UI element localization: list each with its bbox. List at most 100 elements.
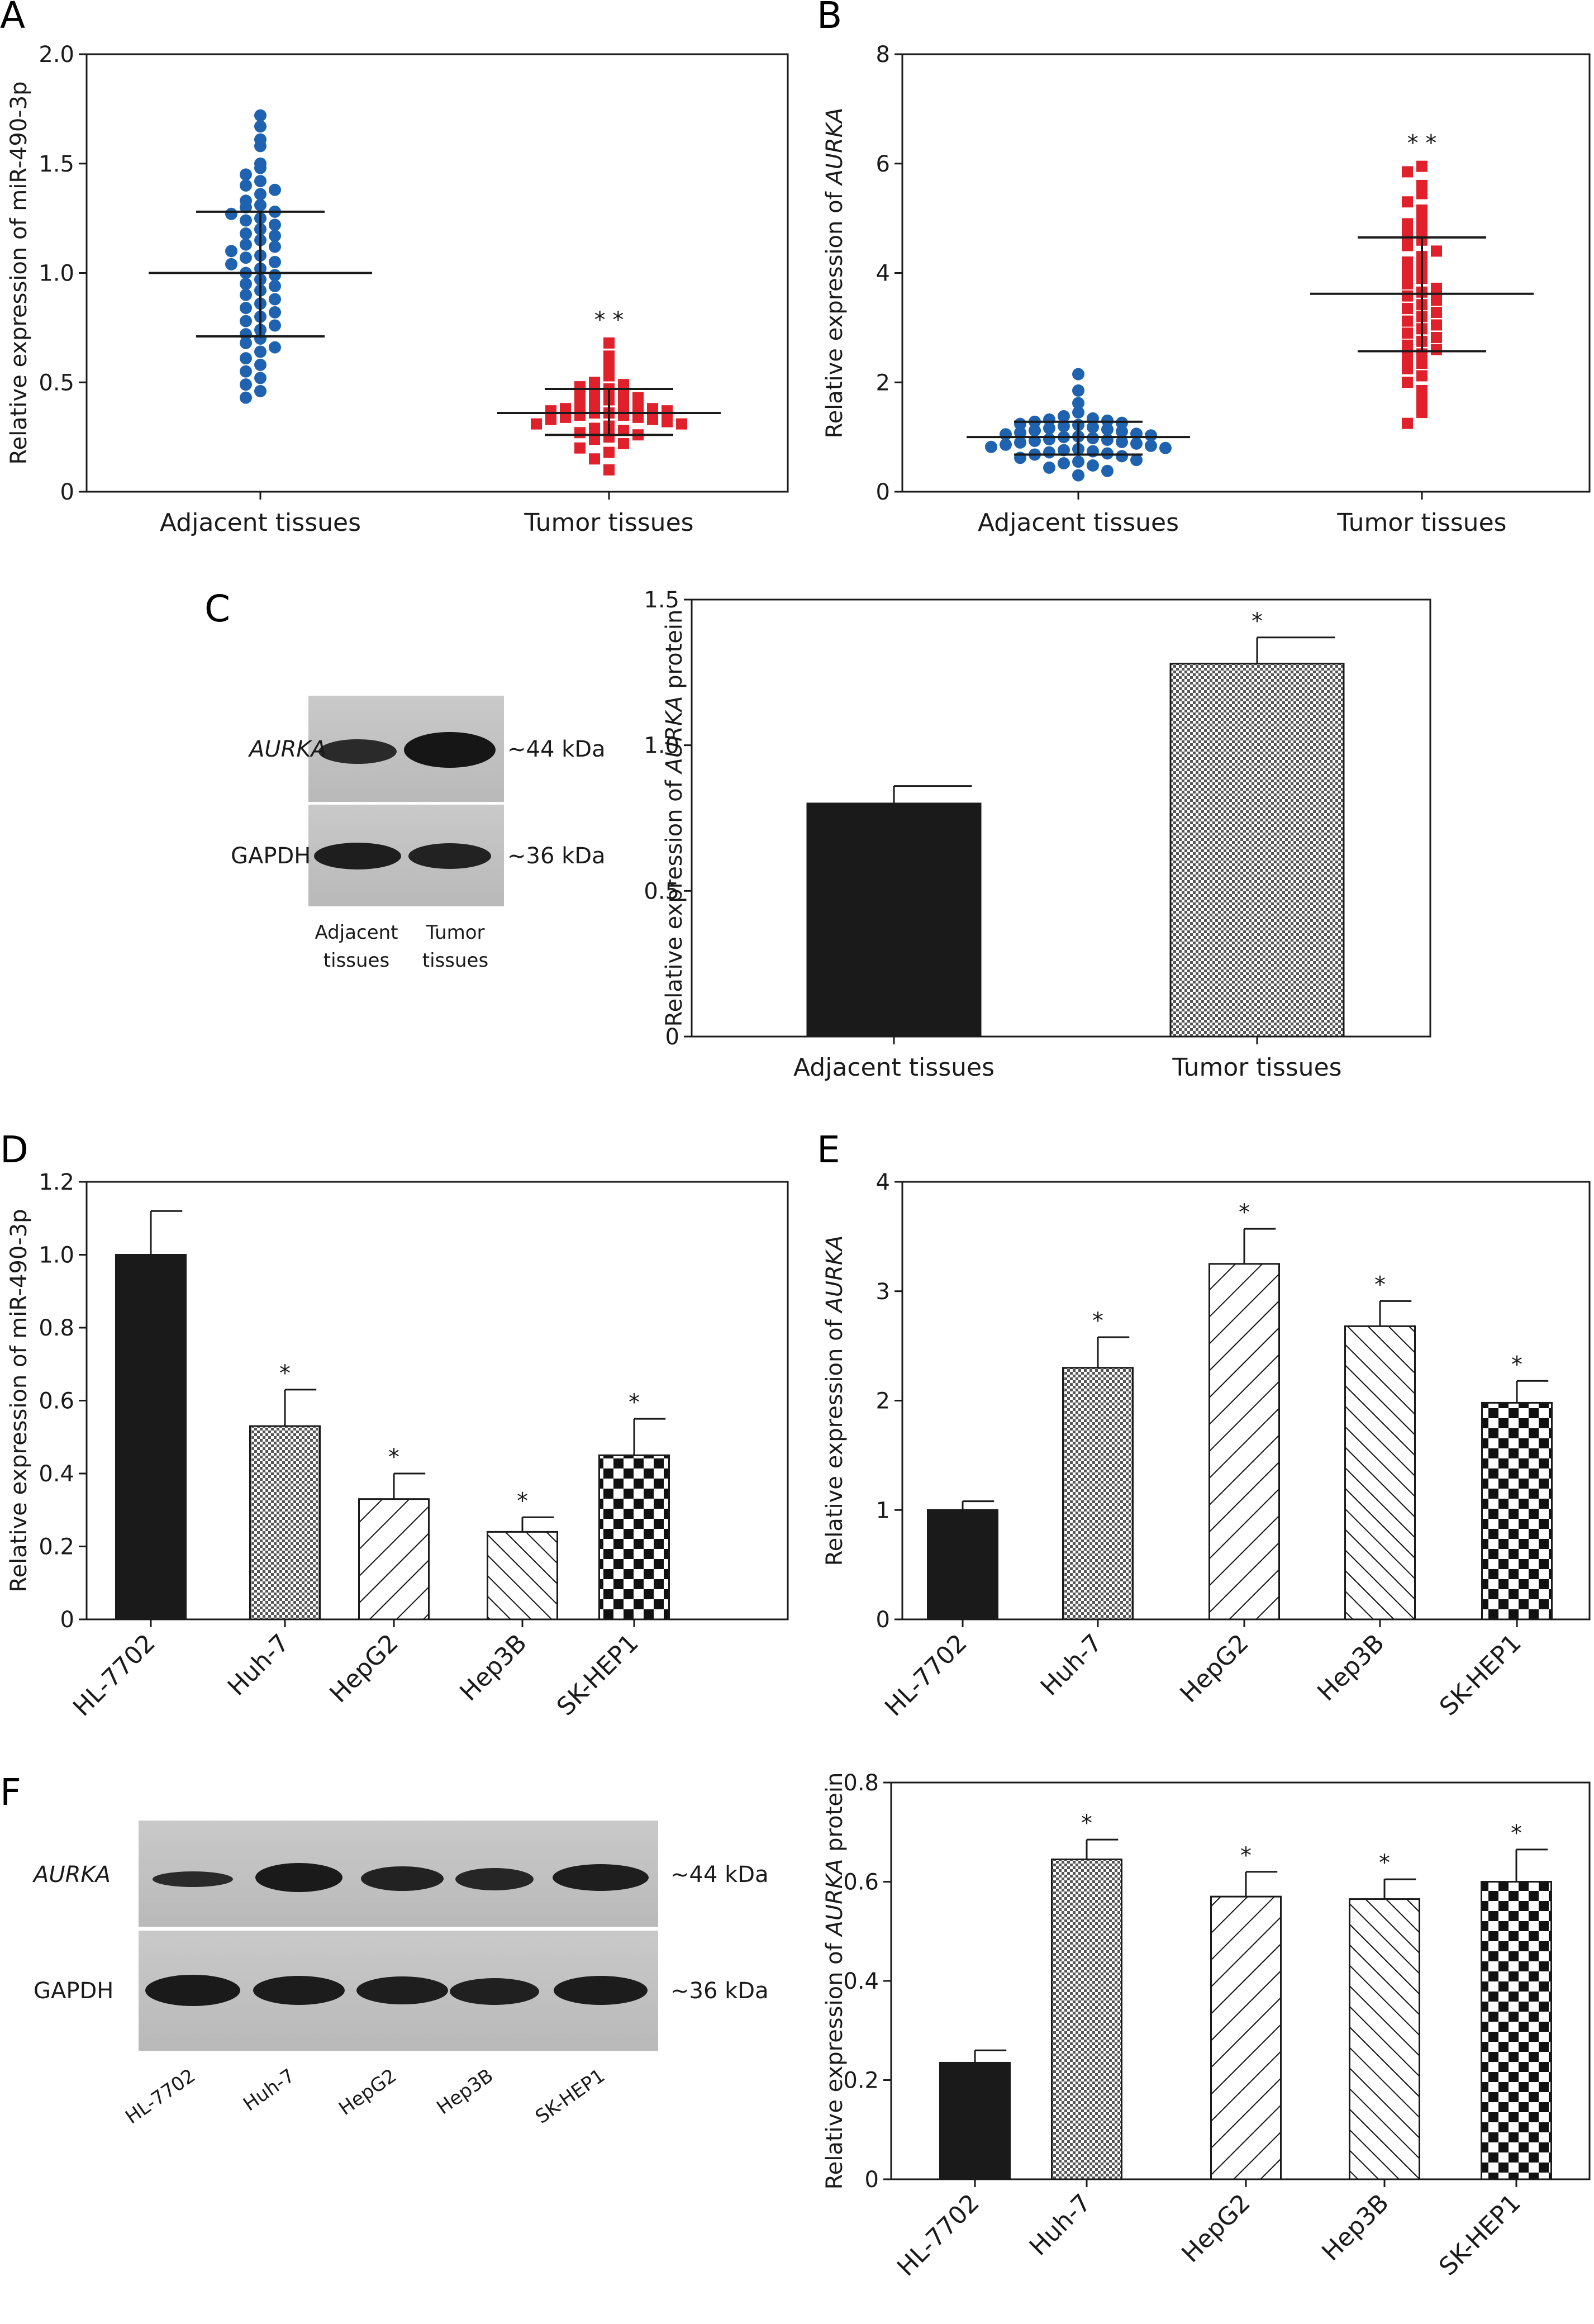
chart-b-point-tumor-tissues-25 (1431, 306, 1442, 318)
chart-e-ytick-label-2: 2 (876, 1389, 890, 1414)
chart-a-point-tumor-tissues-33 (589, 422, 600, 434)
chart-a-point-adjacent-tissues-17 (240, 214, 252, 227)
chart-c-xtick-label-adjacent-tissues: Adjacent tissues (793, 1053, 995, 1082)
chart-a-point-adjacent-tissues-53 (240, 365, 252, 378)
chart-b-point-tumor-tissues-0 (1416, 160, 1428, 172)
chart-f-xtick-label-hepg2: HepG2 (1177, 2189, 1256, 2268)
western-blot-f: AURKA GAPDH ~44 kDa ~36 kDa HL-7702 Huh-… (32, 1821, 769, 2128)
chart-d-mir490-cell-lines: 0 0.2 0.4 0.6 0.8 1.0 1.2 Relative expression o… (6, 1170, 789, 1722)
blot-c-gapdh-band-adjacent (314, 843, 401, 869)
chart-b-point-tumor-tissues-24 (1402, 303, 1413, 315)
chart-d-xtick-label-huh7: Huh-7 (222, 1629, 295, 1702)
chart-b-point-tumor-tissues-19 (1431, 282, 1442, 294)
chart-a-point-tumor-tissues-16 (632, 401, 644, 412)
chart-a-point-tumor-tissues-27 (647, 414, 658, 425)
chart-a-point-adjacent-tissues-35 (269, 279, 281, 292)
chart-a-point-tumor-tissues-2 (603, 361, 615, 373)
blot-c-size-gapdh: ~36 kDa (507, 843, 606, 869)
chart-a-point-tumor-tissues-11 (632, 392, 644, 403)
chart-a-point-adjacent-tissues-3 (254, 140, 267, 153)
chart-a-point-tumor-tissues-26 (560, 411, 571, 423)
chart-a-point-adjacent-tissues-38 (269, 293, 281, 306)
chart-f-xtick-label-skhep1: SK-HEP1 (1434, 2189, 1526, 2282)
chart-a-ytick-label-1: 0.5 (39, 370, 74, 396)
blot-f-gapdh-band-hepg2 (356, 1976, 448, 2004)
chart-a-point-tumor-tissues-24 (574, 409, 586, 421)
chart-e-ylabel-part-1: AURKA (822, 1235, 848, 1314)
chart-c-bar-tumor-tissues (1169, 663, 1345, 1038)
blot-f-gapdh-band-hep3b (450, 1978, 539, 2005)
chart-f-sig-label-huh7: * (1081, 1810, 1092, 1836)
chart-b-point-tumor-tissues-21 (1402, 290, 1413, 302)
blot-f-aurka-band-hepg2 (361, 1866, 444, 1891)
chart-b-point-tumor-tissues-6 (1416, 212, 1428, 224)
chart-d-bar-hepg2 (358, 1498, 430, 1620)
chart-a-point-adjacent-tissues-18 (269, 218, 281, 231)
chart-c-ytick-label-2: 1.0 (644, 733, 679, 759)
blot-f-row-label-aurka: AURKA (32, 1862, 111, 1888)
chart-d-ytick-label-0: 0 (60, 1607, 74, 1633)
chart-f-sig-label-skhep1: * (1511, 1821, 1522, 1846)
chart-d-sig-label-skhep1: * (629, 1390, 640, 1415)
blot-c-lane-tumor-line1: Tumor (425, 921, 484, 944)
chart-b-point-tumor-tissues-8 (1416, 224, 1428, 235)
chart-a-point-tumor-tissues-3 (603, 370, 615, 382)
chart-f-ytick-label-1: 0.2 (843, 2068, 879, 2094)
chart-a-point-adjacent-tissues-21 (269, 229, 281, 242)
chart-e-ylabel: Relative expression of AURKA (822, 1235, 848, 1566)
blot-f-gapdh-band-skhep1 (554, 1976, 648, 2005)
chart-f-xtick-label-hl7702: HL-7702 (892, 2189, 985, 2282)
chart-b-point-adjacent-tissues-21 (1145, 429, 1157, 442)
blot-f-gapdh-band-huh7 (253, 1976, 345, 2005)
chart-a-point-tumor-tissues-35 (574, 427, 586, 439)
chart-a-point-adjacent-tissues-23 (240, 238, 252, 251)
chart-e-aurka-cell-lines: 0 1 2 3 4 Relative expression of AURKA HL-7702… (822, 1170, 1591, 1722)
chart-b-point-adjacent-tissues-13 (1087, 421, 1099, 434)
chart-b-point-adjacent-tissues-36 (1058, 444, 1070, 457)
chart-a-point-adjacent-tissues-48 (240, 336, 252, 349)
panel-letter-e: E (817, 1128, 840, 1171)
chart-a-point-adjacent-tissues-55 (240, 378, 252, 391)
chart-a-point-adjacent-tissues-52 (254, 358, 267, 371)
chart-a-point-adjacent-tissues-20 (240, 227, 252, 240)
chart-c-ylabel: Relative expression of AURKA protein (662, 610, 687, 1027)
chart-a-point-tumor-tissues-10 (574, 389, 586, 401)
western-blot-c: AURKA GAPDH ~44 kDa ~36 kDa Adjacent tis… (231, 696, 606, 972)
chart-f-bar-hepg2 (1210, 1895, 1282, 2180)
chart-f-sig-label-hepg2: * (1240, 1843, 1252, 1869)
chart-d-ytick-label-2: 0.4 (39, 1461, 74, 1487)
chart-b-point-tumor-tissues-38 (1402, 363, 1413, 374)
chart-b-ylabel-part-0: Relative expression of (822, 185, 848, 439)
chart-b-point-adjacent-tissues-48 (1101, 464, 1114, 477)
chart-a-point-adjacent-tissues-24 (269, 240, 281, 253)
chart-a-mir490-tissues: 0 0.5 1.0 1.5 2.0 Relative expression of miR-… (6, 42, 789, 537)
chart-a-point-tumor-tissues-30 (531, 418, 542, 430)
chart-a-ytick-label-4: 2.0 (39, 42, 74, 68)
chart-a-point-adjacent-tissues-50 (254, 345, 267, 358)
chart-a-point-tumor-tissues-34 (618, 425, 629, 436)
chart-f-bar-hep3b (1349, 1898, 1420, 2180)
chart-d-bar-skhep1 (598, 1454, 670, 1620)
chart-a-point-adjacent-tissues-9 (269, 183, 281, 196)
chart-a-point-tumor-tissues-8 (589, 385, 600, 397)
chart-e-ytick-label-3: 3 (876, 1279, 890, 1305)
panel-letter-a: A (0, 0, 25, 37)
chart-b-point-adjacent-tissues-3 (1072, 406, 1084, 419)
blot-f-lane-hep3b: Hep3B (433, 2065, 498, 2119)
chart-e-bar-hep3b (1344, 1325, 1416, 1620)
blot-f-lane-skhep1: SK-HEP1 (531, 2065, 609, 2128)
chart-b-point-adjacent-tissues-1 (1072, 384, 1084, 397)
blot-c-aurka-band-adjacent (318, 739, 397, 764)
chart-a-point-adjacent-tissues-56 (254, 384, 267, 397)
chart-b-point-adjacent-tissues-2 (1072, 397, 1084, 410)
chart-b-aurka-tissues: 0 2 4 6 8 Relative expression of AURKA Adjacen… (822, 42, 1591, 537)
chart-b-point-tumor-tissues-16 (1402, 267, 1413, 279)
chart-f-xtick-label-hep3b: Hep3B (1316, 2189, 1394, 2266)
chart-a-point-adjacent-tissues-37 (240, 288, 252, 301)
chart-a-ylabel: Relative expression of miR-490-3p (6, 81, 32, 464)
chart-d-ylabel: Relative expression of miR-490-3p (6, 1209, 32, 1592)
chart-d-frame (85, 1181, 789, 1620)
chart-e-xtick-label-hep3b: Hep3B (1312, 1629, 1390, 1707)
chart-b-xtick-label-tumor-tissues: Tumor tissues (1336, 508, 1506, 537)
